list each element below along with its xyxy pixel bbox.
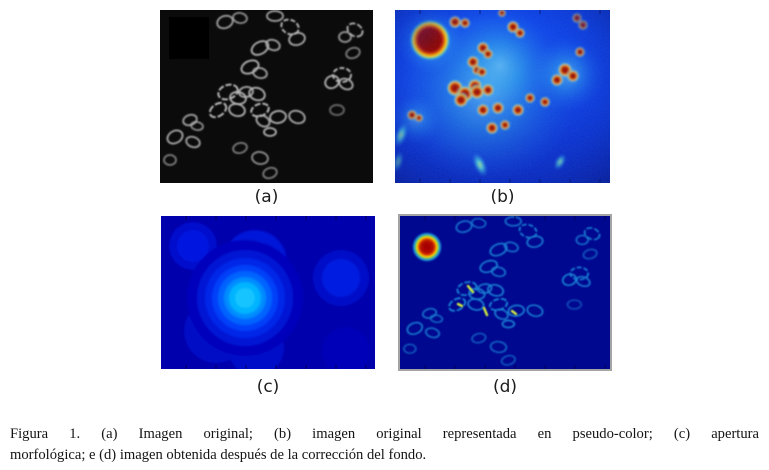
- panel-b-label: (b): [490, 187, 515, 207]
- panel-d-image: [398, 214, 612, 371]
- figure-caption: Figura 1. (a) Imagen original; (b) image…: [10, 424, 759, 466]
- panel-a-image: [160, 10, 373, 183]
- morphological-opening-artwork: [161, 216, 375, 369]
- pseudocolor-cells-artwork: [395, 10, 610, 183]
- panel-d-label: (d): [492, 377, 518, 397]
- panel-c-label: (c): [256, 377, 280, 397]
- caption-line-1: Figura 1. (a) Imagen original; (b) image…: [10, 426, 759, 442]
- panel-a-label: (a): [254, 187, 279, 207]
- background-corrected-artwork: [400, 216, 610, 369]
- panel-b-image: [395, 10, 610, 183]
- grayscale-cells-artwork: [160, 10, 373, 183]
- panel-c-image: [161, 216, 375, 369]
- caption-line-2: morfológica; e (d) imagen obtenida despu…: [10, 447, 427, 463]
